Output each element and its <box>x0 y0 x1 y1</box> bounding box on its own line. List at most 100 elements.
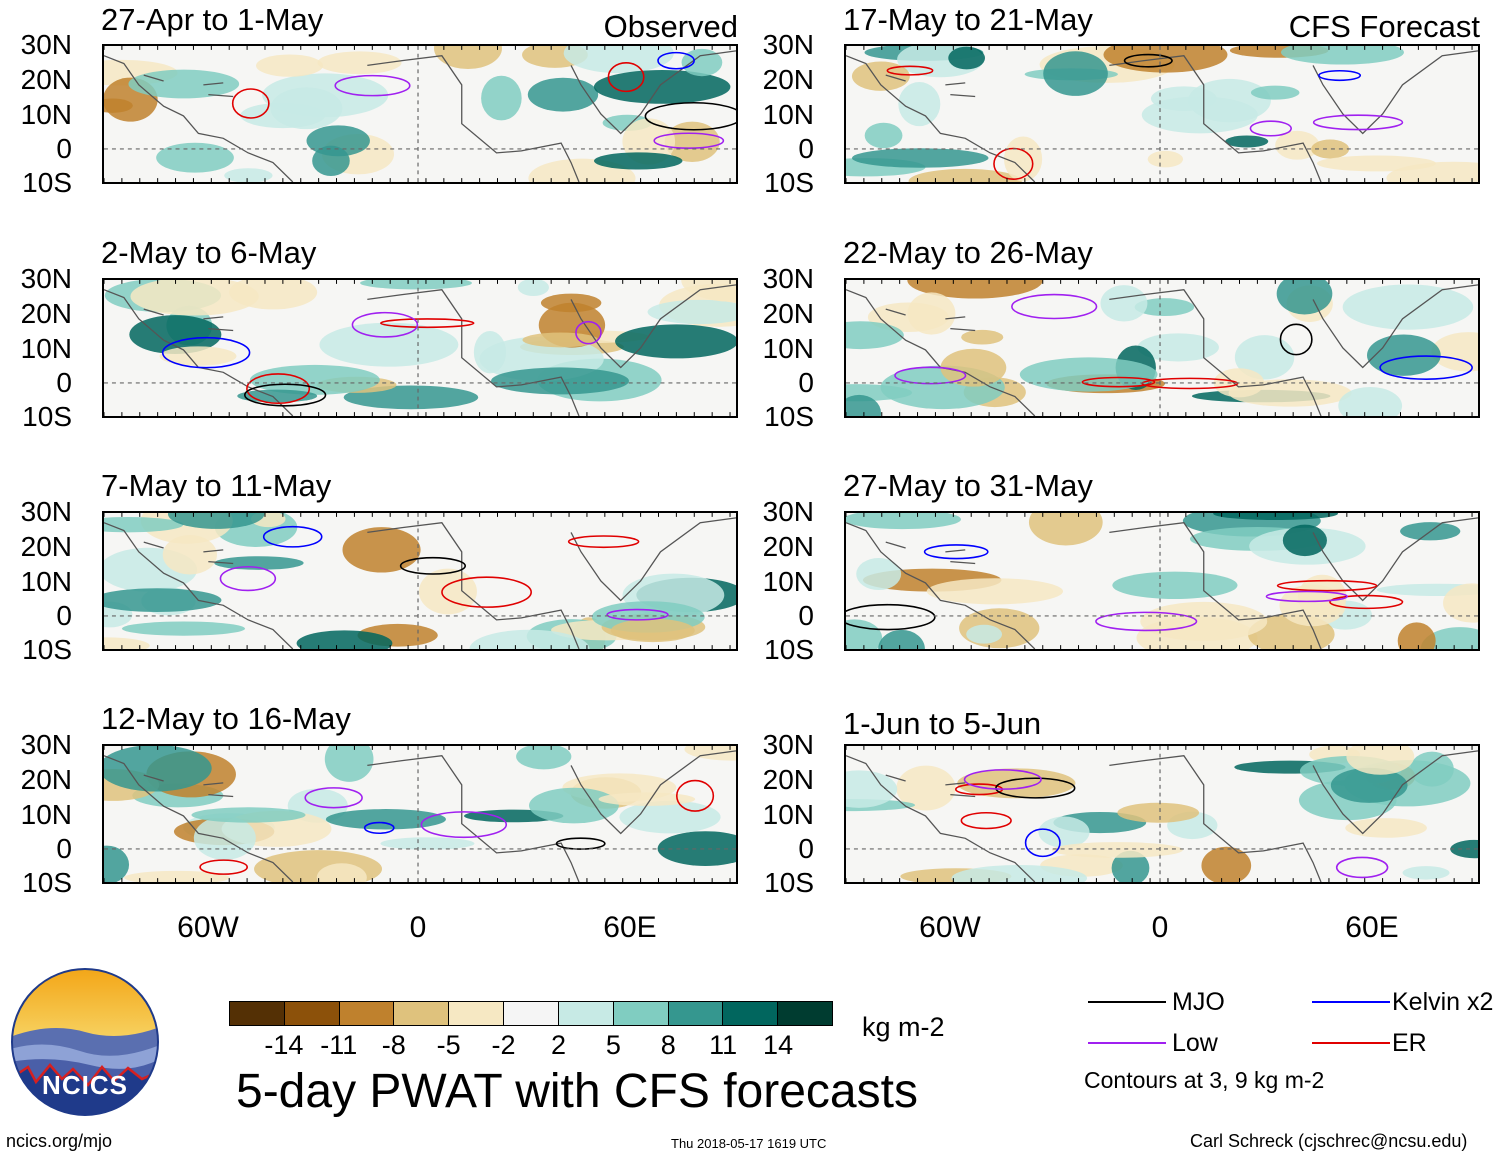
anomaly-shade <box>593 69 731 104</box>
lat-tick-right-1-30n: 30N <box>762 29 814 60</box>
anomaly-shade <box>1276 280 1333 315</box>
colorbar-swatch <box>778 1002 832 1025</box>
map-panel-forecast-1 <box>844 44 1480 184</box>
wave-contour <box>1276 579 1378 592</box>
lon-tick-right-60e: 60E <box>1345 911 1399 944</box>
anomaly-shade <box>491 367 629 395</box>
footer-timestamp: Thu 2018-05-17 1619 UTC <box>671 1136 827 1151</box>
lat-tick-right-1-20n: 20N <box>762 64 814 95</box>
lat-tick-left-4-30n: 30N <box>20 729 72 760</box>
anomaly-shade <box>516 746 572 770</box>
lat-tick-right-2-20n: 20N <box>762 298 814 329</box>
anomaly-shade <box>128 69 240 99</box>
anomaly-shade <box>104 637 150 649</box>
anomaly-shade <box>1117 802 1200 823</box>
anomaly-shade <box>1225 135 1269 148</box>
wave-contour <box>231 88 270 119</box>
legend-label-er: ER <box>1392 1029 1427 1057</box>
anomaly-shade <box>563 46 674 74</box>
colorbar-swatch <box>339 1002 395 1025</box>
wave-contour <box>1265 590 1348 603</box>
lat-tick-right-4-10s: 10S <box>764 867 814 898</box>
wave-contour <box>262 525 323 548</box>
anomaly-shade <box>1397 622 1436 649</box>
wave-contour <box>995 777 1076 799</box>
lat-tick-left-4-10n: 10N <box>20 799 72 830</box>
wave-contour <box>960 811 1012 830</box>
map-panel-observed-1 <box>102 44 738 184</box>
panel-title-right-1: 17-May to 21-May <box>843 2 1093 37</box>
main-title: 5-day PWAT with CFS forecasts <box>236 1065 918 1118</box>
wave-contour <box>1081 376 1156 388</box>
anomaly-shade <box>317 51 402 75</box>
anomaly-shade <box>104 516 184 533</box>
anomaly-shade <box>593 152 683 170</box>
anomaly-shade <box>846 394 882 416</box>
legend-label-low: Low <box>1172 1029 1218 1057</box>
lat-tick-right-3-20n: 20N <box>762 531 814 562</box>
wave-contour <box>399 556 467 575</box>
lat-tick-left-2-20n: 20N <box>20 298 72 329</box>
anomaly-shade <box>214 556 304 570</box>
anomaly-shade <box>1338 386 1403 416</box>
anomaly-shade <box>168 513 265 529</box>
anomaly-shade <box>229 280 318 310</box>
anomaly-shade <box>619 800 721 834</box>
anomaly-shade <box>846 513 961 530</box>
anomaly-shade <box>522 332 599 348</box>
lon-tick-left-60w: 60W <box>177 911 239 944</box>
anomaly-shade <box>1028 513 1103 546</box>
map-panel-observed-2 <box>102 278 738 418</box>
anomaly-shade <box>481 75 522 121</box>
wave-contour <box>555 837 606 850</box>
contour-note: Contours at 3, 9 kg m-2 <box>1084 1067 1325 1093</box>
anomaly-shade <box>1250 85 1300 100</box>
lat-tick-left-1-10n: 10N <box>20 99 72 130</box>
anomaly-shade <box>191 807 306 823</box>
anomaly-shade <box>1228 379 1352 407</box>
anomaly-shade <box>1112 571 1238 599</box>
anomaly-shade <box>159 346 237 366</box>
coastline <box>846 284 1478 416</box>
wave-contour <box>244 383 327 407</box>
panel-title-right-3: 27-May to 31-May <box>843 468 1093 503</box>
map-panel-forecast-2 <box>844 278 1480 418</box>
wave-contour <box>644 101 736 131</box>
map-panel-observed-4 <box>102 744 738 884</box>
lat-tick-right-1-0: 0 <box>798 133 814 164</box>
wave-contour <box>1095 611 1198 632</box>
anomaly-shade <box>156 142 234 173</box>
anomaly-shade <box>1043 51 1108 96</box>
legend-label-kelvin: Kelvin x2 <box>1392 988 1494 1016</box>
footer-website[interactable]: ncics.org/mjo <box>6 1131 113 1151</box>
anomaly-shade <box>380 837 475 850</box>
wave-contour <box>161 336 251 369</box>
anomaly-shade <box>1279 584 1346 627</box>
wave-contour <box>846 603 936 631</box>
lat-tick-right-2-0: 0 <box>798 367 814 398</box>
map-panel-forecast-3 <box>844 511 1480 651</box>
anomaly-shade <box>1100 285 1148 322</box>
anomaly-shade <box>1443 583 1478 623</box>
lat-tick-right-2-10s: 10S <box>764 401 814 432</box>
wave-contour <box>1249 120 1292 137</box>
anomaly-shade <box>610 618 695 643</box>
lat-tick-left-3-10n: 10N <box>20 566 72 597</box>
anomaly-shade <box>1137 333 1219 362</box>
lon-tick-left-0: 0 <box>409 911 427 944</box>
anomaly-shade <box>469 629 590 649</box>
colorbar-label: -14 <box>264 1030 304 1060</box>
panel-title-right-4: 1-Jun to 5-Jun <box>843 706 1042 741</box>
lat-tick-left-1-30n: 30N <box>20 29 72 60</box>
wave-contour <box>219 565 277 592</box>
lat-tick-left-1-10s: 10S <box>22 167 72 198</box>
anomaly-shade <box>249 364 380 395</box>
lat-tick-right-4-10n: 10N <box>762 799 814 830</box>
wave-contour <box>1312 114 1404 131</box>
anomaly-shade <box>846 321 904 350</box>
anomaly-shade <box>1051 842 1183 858</box>
anomaly-shade <box>1316 155 1436 172</box>
anomaly-shade <box>926 578 1064 605</box>
anomaly-shade <box>907 292 956 335</box>
footer-credit: Carl Schreck (cjschrec@ncsu.edu) <box>1190 1131 1468 1151</box>
